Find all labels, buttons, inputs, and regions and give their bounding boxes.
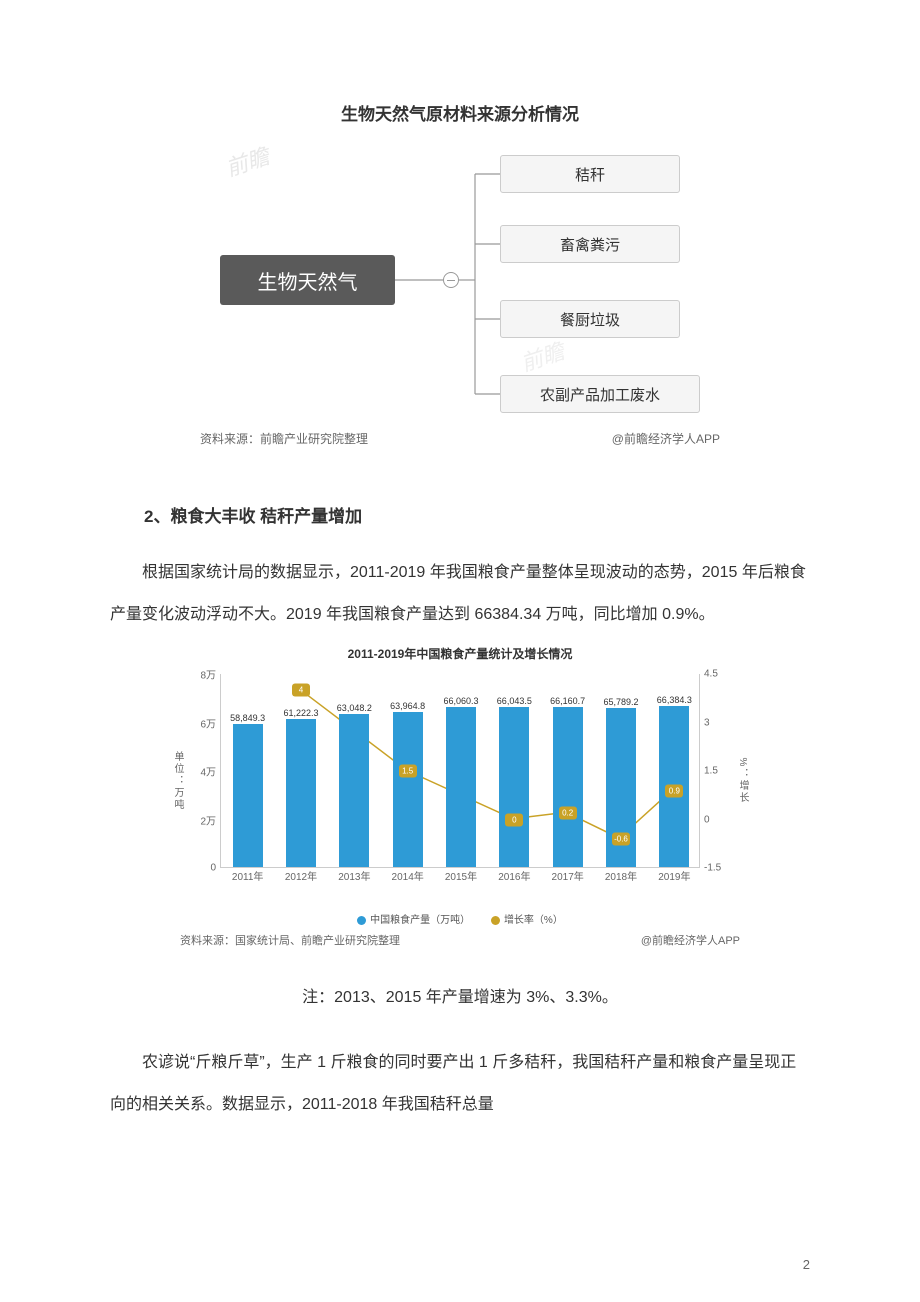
bar <box>499 707 529 867</box>
bar-value-label: 66,043.5 <box>497 696 532 706</box>
y-right-tick: 4.5 <box>704 669 740 680</box>
bar-value-label: 58,849.3 <box>230 713 265 723</box>
page-number: 2 <box>803 1257 810 1272</box>
section-heading: 2、粮食大丰收 秸秆产量增加 <box>110 502 810 527</box>
line-marker: -0.6 <box>612 833 630 846</box>
y-right-label: %：增长 <box>735 757 750 804</box>
x-tick: 2016年 <box>498 868 530 883</box>
x-tick: 2017年 <box>552 868 584 883</box>
x-tick: 2012年 <box>285 868 317 883</box>
line-marker: 0.9 <box>665 784 683 797</box>
bar <box>233 724 263 867</box>
bar-value-label: 66,160.7 <box>550 696 585 706</box>
diagram-source-left: 资料来源：前瞻产业研究院整理 <box>200 430 368 447</box>
bar-value-label: 63,048.2 <box>337 703 372 713</box>
legend-line-label: 增长率（%） <box>504 915 563 926</box>
chart-title: 2011-2019年中国粮食产量统计及增长情况 <box>180 645 740 662</box>
y-left-tick: 8万 <box>180 667 216 682</box>
y-left-tick: 2万 <box>180 812 216 827</box>
bar <box>339 714 369 867</box>
chart-note: 注：2013、2015 年产量增速为 3%、3.3%。 <box>110 983 810 1007</box>
legend-bar-label: 中国粮食产量（万吨） <box>370 915 470 926</box>
chart-source-row: 资料来源：国家统计局、前瞻产业研究院整理 @前瞻经济学人APP <box>180 932 740 948</box>
bar <box>286 719 316 867</box>
bar <box>393 712 423 867</box>
y-left-tick: 6万 <box>180 715 216 730</box>
y-right-tick: 0 <box>704 814 740 825</box>
watermark: 前瞻 <box>516 334 568 378</box>
line-marker: 0.2 <box>559 807 577 820</box>
x-tick: 2015年 <box>445 868 477 883</box>
x-tick: 2014年 <box>392 868 424 883</box>
y-right-tick: -1.5 <box>704 863 740 874</box>
x-tick: 2013年 <box>338 868 370 883</box>
line-marker: 0 <box>505 813 523 826</box>
bar-value-label: 66,384.3 <box>657 695 692 705</box>
y-right-tick: 1.5 <box>704 766 740 777</box>
x-tick: 2018年 <box>605 868 637 883</box>
paragraph: 农谚说“斤粮斤草”，生产 1 斤粮食的同时要产出 1 斤多秸秆，我国秸秆产量和粮… <box>110 1042 810 1125</box>
diagram-root: 生物天然气 <box>220 255 395 305</box>
y-left-label: 单位：万吨 <box>170 751 185 811</box>
diagram-leaf: 畜禽粪污 <box>500 225 680 263</box>
watermark: 前瞻 <box>221 139 273 183</box>
chart-source-right: @前瞻经济学人APP <box>641 932 740 948</box>
diagram-source-right: @前瞻经济学人APP <box>612 430 720 447</box>
bar <box>553 707 583 867</box>
x-tick: 2011年 <box>232 868 264 883</box>
plot-area: 58,849.32011年61,222.32012年463,048.22013年… <box>220 674 700 868</box>
diagram-source-row: 资料来源：前瞻产业研究院整理 @前瞻经济学人APP <box>200 430 720 447</box>
bar <box>446 707 476 867</box>
bar-value-label: 63,964.8 <box>390 701 425 711</box>
paragraph: 根据国家统计局的数据显示，2011-2019 年我国粮食产量整体呈现波动的态势，… <box>110 552 810 635</box>
bar-value-label: 61,222.3 <box>283 708 318 718</box>
chart-canvas: 单位：万吨 %：增长 58,849.32011年61,222.32012年463… <box>180 668 740 893</box>
y-right-tick: 3 <box>704 717 740 728</box>
x-tick: 2019年 <box>658 868 690 883</box>
line-marker: 4 <box>292 684 310 697</box>
bar-value-label: 65,789.2 <box>603 697 638 707</box>
legend-bar-icon <box>357 916 366 925</box>
diagram-leaf: 农副产品加工废水 <box>500 375 700 413</box>
legend-line-icon <box>491 916 500 925</box>
source-diagram: 前瞻 前瞻 生物天然气 秸秆 畜禽粪污 餐厨垃圾 农副产品加工废水 <box>220 150 700 420</box>
diagram-leaf: 餐厨垃圾 <box>500 300 680 338</box>
diagram-leaf: 秸秆 <box>500 155 680 193</box>
chart-source-left: 资料来源：国家统计局、前瞻产业研究院整理 <box>180 932 400 948</box>
diagram-title: 生物天然气原材料来源分析情况 <box>110 100 810 125</box>
bar-value-label: 66,060.3 <box>443 696 478 706</box>
y-left-tick: 4万 <box>180 764 216 779</box>
connector-node-icon <box>443 272 459 288</box>
grain-chart: 2011-2019年中国粮食产量统计及增长情况 单位：万吨 %：增长 58,84… <box>180 645 740 948</box>
chart-legend: 中国粮食产量（万吨） 增长率（%） <box>180 911 740 926</box>
y-left-tick: 0 <box>180 863 216 874</box>
line-marker: 1.5 <box>399 765 417 778</box>
